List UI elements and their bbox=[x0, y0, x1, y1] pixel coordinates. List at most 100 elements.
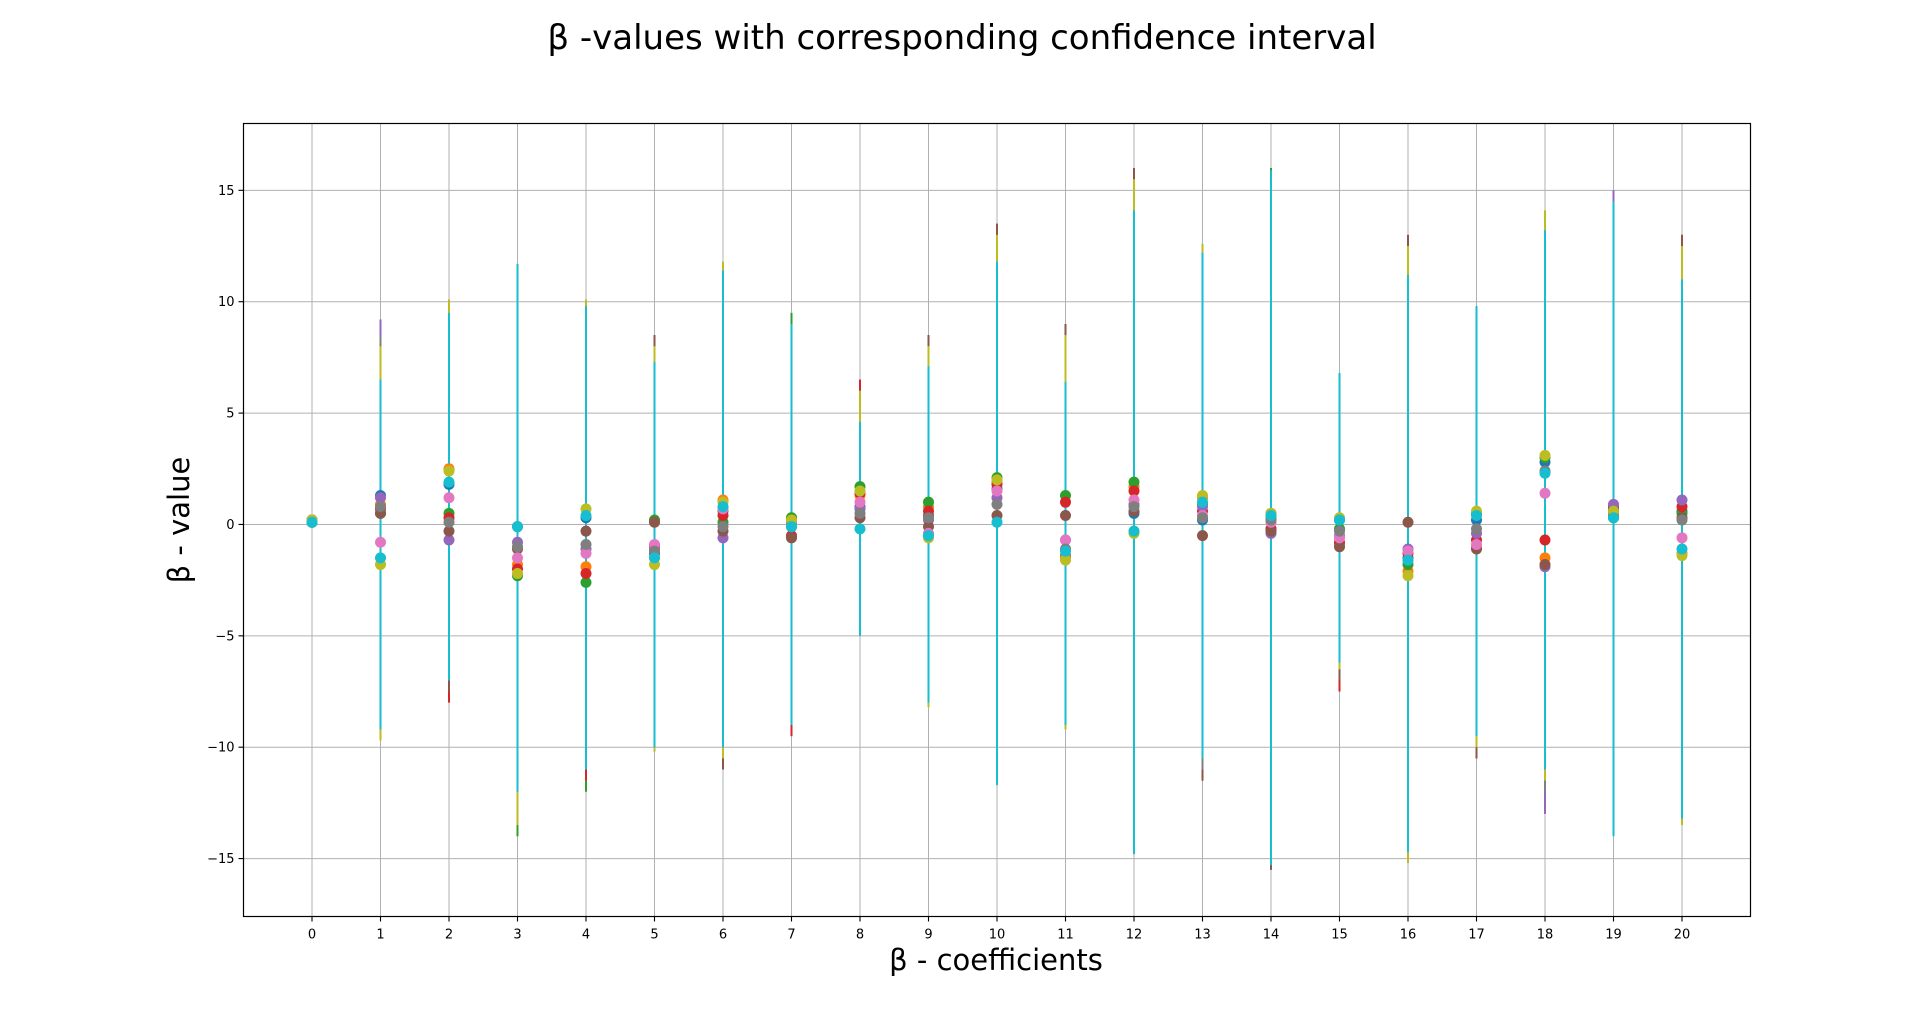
y-tick-label: 0 bbox=[226, 518, 234, 533]
x-tick-label: 20 bbox=[1674, 928, 1691, 943]
beta-point bbox=[991, 474, 1003, 486]
beta-point bbox=[443, 476, 455, 488]
beta-point bbox=[1334, 525, 1345, 537]
beta-point bbox=[1402, 516, 1414, 528]
x-tick-label: 19 bbox=[1605, 928, 1622, 943]
beta-point bbox=[923, 496, 934, 508]
x-tick-label: 9 bbox=[924, 928, 932, 943]
beta-point bbox=[512, 552, 523, 564]
beta-point bbox=[991, 498, 1003, 510]
y-tick-label: −5 bbox=[215, 629, 234, 644]
beta-point bbox=[1539, 449, 1551, 461]
x-tick-label: 7 bbox=[787, 928, 795, 943]
beta-point bbox=[580, 547, 592, 559]
beta-point bbox=[1402, 545, 1414, 557]
beta-point bbox=[717, 501, 729, 513]
beta-point bbox=[1128, 476, 1140, 488]
beta-point bbox=[854, 507, 866, 519]
y-tick-label: −15 bbox=[207, 852, 234, 867]
beta-point bbox=[1060, 496, 1071, 508]
beta-point bbox=[649, 552, 660, 564]
beta-point bbox=[512, 567, 523, 579]
beta-point bbox=[1197, 512, 1208, 524]
beta-point bbox=[443, 516, 455, 528]
beta-point bbox=[649, 516, 660, 528]
x-tick-label: 17 bbox=[1468, 928, 1485, 943]
beta-point-layer bbox=[306, 449, 1688, 588]
x-tick-label: 15 bbox=[1331, 928, 1348, 943]
beta-point bbox=[991, 516, 1003, 528]
beta-point bbox=[580, 567, 592, 579]
beta-point bbox=[1334, 541, 1345, 553]
beta-point bbox=[717, 521, 729, 533]
beta-point bbox=[1060, 545, 1071, 557]
series-9-points bbox=[306, 467, 1688, 566]
beta-point bbox=[306, 516, 318, 528]
beta-point bbox=[1676, 514, 1688, 526]
beta-point bbox=[1539, 534, 1551, 546]
beta-point bbox=[1334, 514, 1345, 526]
y-axis-label: β - value bbox=[162, 457, 196, 584]
beta-point bbox=[375, 536, 386, 548]
beta-point bbox=[786, 521, 797, 533]
y-tick-label: 5 bbox=[226, 407, 234, 422]
x-axis-label: β - coefficients bbox=[889, 943, 1103, 977]
beta-point bbox=[1128, 485, 1140, 497]
beta-point bbox=[1402, 570, 1414, 582]
beta-point bbox=[854, 496, 866, 508]
beta-point bbox=[375, 552, 386, 564]
x-tick-label: 4 bbox=[582, 928, 590, 943]
x-tick-layer: 0 1 2 3 4 5 6 7 8 9 10 11 12 13 14 15 16 17 18 19 20 bbox=[308, 916, 1691, 943]
beta-point bbox=[1676, 494, 1688, 506]
beta-point bbox=[1265, 510, 1277, 522]
beta-point bbox=[1676, 543, 1688, 555]
beta-point bbox=[1608, 512, 1619, 524]
beta-point bbox=[1539, 559, 1551, 571]
beta-point bbox=[854, 485, 866, 497]
beta-point bbox=[443, 465, 455, 477]
x-tick-label: 14 bbox=[1263, 928, 1280, 943]
x-tick-label: 8 bbox=[856, 928, 864, 943]
beta-point bbox=[1060, 554, 1071, 566]
beta-point bbox=[1402, 554, 1414, 566]
x-tick-label: 11 bbox=[1057, 928, 1074, 943]
x-tick-label: 18 bbox=[1537, 928, 1554, 943]
x-tick-label: 12 bbox=[1126, 928, 1143, 943]
beta-point bbox=[443, 492, 455, 504]
x-tick-label: 3 bbox=[513, 928, 521, 943]
x-tick-label: 1 bbox=[376, 928, 384, 943]
beta-point bbox=[512, 541, 523, 553]
beta-point bbox=[1197, 496, 1208, 508]
beta-point bbox=[375, 492, 386, 504]
beta-point bbox=[443, 525, 455, 537]
beta-point bbox=[1676, 532, 1688, 544]
beta-point bbox=[580, 539, 592, 551]
beta-point bbox=[1539, 467, 1551, 479]
beta-point bbox=[854, 523, 866, 535]
beta-point bbox=[580, 576, 592, 588]
chart-title: β -values with corresponding confidence … bbox=[547, 18, 1376, 58]
beta-point bbox=[1128, 501, 1140, 513]
beta-point bbox=[1471, 539, 1482, 551]
beta-point bbox=[580, 510, 592, 522]
x-tick-label: 2 bbox=[445, 928, 453, 943]
beta-point bbox=[1128, 525, 1140, 537]
beta-point bbox=[991, 485, 1003, 497]
y-tick-label: 15 bbox=[218, 184, 235, 199]
beta-point bbox=[1197, 530, 1208, 542]
beta-point bbox=[1471, 523, 1482, 535]
beta-point bbox=[923, 530, 934, 542]
x-tick-label: 5 bbox=[650, 928, 658, 943]
beta-point bbox=[512, 521, 523, 533]
beta-point bbox=[1060, 534, 1071, 546]
y-tick-label: −10 bbox=[207, 741, 234, 756]
x-tick-label: 13 bbox=[1194, 928, 1211, 943]
y-tick-layer: −15 −10 −5 0 5 10 15 bbox=[207, 184, 244, 867]
x-tick-label: 0 bbox=[308, 928, 316, 943]
y-tick-label: 10 bbox=[218, 295, 235, 310]
x-tick-label: 16 bbox=[1400, 928, 1417, 943]
beta-point bbox=[1265, 525, 1277, 537]
beta-point bbox=[443, 534, 455, 546]
